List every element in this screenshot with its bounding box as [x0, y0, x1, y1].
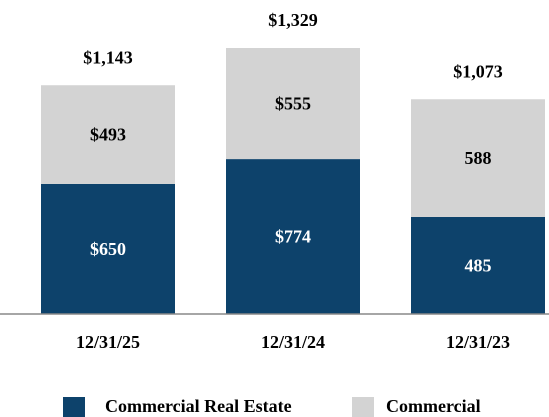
bar-segment	[41, 85, 175, 184]
total-label: $1,329	[268, 10, 318, 30]
bar-segment	[411, 216, 545, 314]
bar-segment	[226, 48, 360, 160]
bar-segment	[226, 159, 360, 314]
value-label: $493	[90, 125, 126, 145]
x-tick-label: 12/31/23	[446, 332, 510, 352]
value-label: $774	[275, 227, 311, 247]
value-label: 588	[465, 148, 492, 168]
total-label: $1,073	[453, 61, 503, 81]
legend-swatch	[352, 397, 374, 417]
x-tick-label: 12/31/24	[261, 332, 325, 352]
value-label: $650	[90, 239, 126, 259]
bar-segment	[41, 183, 175, 314]
bar-segment	[411, 99, 545, 217]
value-label: 485	[465, 256, 492, 276]
legend-swatch	[63, 397, 85, 417]
value-label: $555	[275, 94, 311, 114]
legend-label: Commercial	[386, 396, 481, 416]
x-tick-label: 12/31/25	[76, 332, 140, 352]
total-label: $1,143	[83, 47, 133, 67]
legend-label: Commercial Real Estate	[105, 396, 292, 416]
